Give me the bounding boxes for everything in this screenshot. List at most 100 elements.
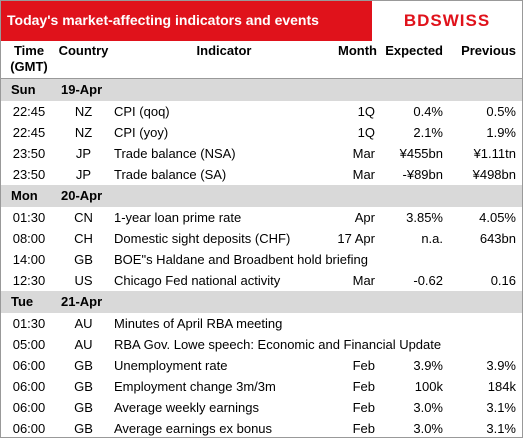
- cell: 23:50: [12, 167, 46, 182]
- cell: 0.4%: [413, 104, 443, 119]
- cell: NZ: [74, 104, 93, 119]
- cell: Trade balance (NSA): [114, 146, 236, 161]
- column-header: Time (GMT) Country Indicator Month Expected P…: [1, 41, 522, 79]
- cell: 1Q: [357, 125, 375, 140]
- cell: Minutes of April RBA meeting: [114, 316, 283, 331]
- cell: 0.5%: [486, 104, 516, 119]
- data-row: 06:00 GB Unemployment rate Feb 3.9% 3.9%: [1, 355, 522, 376]
- header-bar: Today's market-affecting indicators and …: [1, 1, 522, 41]
- cell: 23:50: [12, 146, 46, 161]
- cell: 3.0%: [413, 400, 443, 415]
- cell: CN: [74, 210, 93, 225]
- cell: -¥89bn: [402, 167, 443, 182]
- data-row: 22:45 NZ CPI (yoy) 1Q 2.1% 1.9%: [1, 122, 522, 143]
- cell: Mar: [352, 167, 375, 182]
- cell: Feb: [352, 358, 375, 373]
- cell: 3.1%: [486, 400, 516, 415]
- title: Today's market-affecting indicators and …: [7, 12, 319, 28]
- cell: 2.1%: [413, 125, 443, 140]
- cell: 22:45: [12, 125, 46, 140]
- date: 20-Apr: [61, 188, 103, 203]
- date: 21-Apr: [61, 294, 103, 309]
- data-row: 23:50 JP Trade balance (SA) Mar -¥89bn ¥498bn: [1, 164, 522, 185]
- cell: 3.1%: [486, 421, 516, 436]
- cell: Trade balance (SA): [114, 167, 227, 182]
- column-label: Time (GMT): [10, 43, 48, 74]
- column-label: Expected: [385, 43, 443, 58]
- cell: 05:00: [12, 337, 46, 352]
- cell: 06:00: [12, 358, 46, 373]
- data-row: 06:00 GB Average earnings ex bonus Feb 3.0% 3…: [1, 418, 522, 439]
- data-row: 12:30 US Chicago Fed national activity Mar -…: [1, 270, 522, 291]
- cell: JP: [75, 146, 92, 161]
- data-row: 08:00 CH Domestic sight deposits (CHF) 17 A…: [1, 228, 522, 249]
- cell: 01:30: [12, 210, 46, 225]
- logo: BDSWISS: [372, 1, 522, 41]
- cell: CPI (qoq): [114, 104, 170, 119]
- cell: Apr: [354, 210, 375, 225]
- cell: Employment change 3m/3m: [114, 379, 276, 394]
- data-row: 01:30 CN 1-year loan prime rate Apr 3.85% 4.0…: [1, 207, 522, 228]
- cell: 14:00: [12, 252, 46, 267]
- cell: 3.85%: [406, 210, 443, 225]
- cell: Average weekly earnings: [114, 400, 260, 415]
- cell: ¥455bn: [399, 146, 443, 161]
- data-row: 06:00 GB Average weekly earnings Feb 3.0% 3.1…: [1, 397, 522, 418]
- cell: GB: [74, 400, 93, 415]
- data-row: 01:30 AU Minutes of April RBA meeting: [1, 313, 522, 334]
- section-header: Tue 21-Apr: [1, 291, 522, 313]
- cell: Feb: [352, 379, 375, 394]
- cell: 3.9%: [413, 358, 443, 373]
- cell: 22:45: [12, 104, 46, 119]
- cell: 1.9%: [486, 125, 516, 140]
- column-label: Country: [58, 43, 109, 58]
- day: Mon: [11, 188, 38, 203]
- cell: 0.16: [490, 273, 516, 288]
- cell: 01:30: [12, 316, 46, 331]
- cell: 184k: [487, 379, 516, 394]
- cell: Feb: [352, 400, 375, 415]
- cell: 100k: [414, 379, 443, 394]
- column-label: Previous: [461, 43, 516, 58]
- cell: 06:00: [12, 379, 46, 394]
- cell: 08:00: [12, 231, 46, 246]
- cell: 06:00: [12, 400, 46, 415]
- cell: 3.9%: [486, 358, 516, 373]
- data-row: 14:00 GB BOE"s Haldane and Broadbent hold …: [1, 249, 522, 270]
- cell: 12:30: [12, 273, 46, 288]
- cell: Domestic sight deposits (CHF): [114, 231, 291, 246]
- day: Tue: [11, 294, 34, 309]
- cell: 643bn: [479, 231, 516, 246]
- cell: -0.62: [413, 273, 443, 288]
- cell: RBA Gov. Lowe speech: Economic and Finan…: [114, 337, 442, 352]
- day: Sun: [11, 82, 36, 97]
- cell: ¥498bn: [472, 167, 516, 182]
- section-header: Mon 20-Apr: [1, 185, 522, 207]
- cell: Mar: [352, 146, 375, 161]
- cell: NZ: [74, 125, 93, 140]
- cell: GB: [74, 358, 93, 373]
- cell: GB: [74, 379, 93, 394]
- data-row: 22:45 NZ CPI (qoq) 1Q 0.4% 0.5%: [1, 101, 522, 122]
- cell: 1Q: [357, 104, 375, 119]
- cell: 3.0%: [413, 421, 443, 436]
- column-label: Indicator: [196, 43, 252, 58]
- cell: BOE"s Haldane and Broadbent hold briefin…: [114, 252, 368, 267]
- cell: CPI (yoy): [114, 125, 169, 140]
- cell: Average earnings ex bonus: [114, 421, 273, 436]
- cell: US: [74, 273, 93, 288]
- cell: Feb: [352, 421, 375, 436]
- date: 19-Apr: [61, 82, 103, 97]
- section-header: Sun 19-Apr: [1, 79, 522, 101]
- cell: JP: [75, 167, 92, 182]
- column-label: Month: [338, 43, 377, 58]
- data-row: 23:50 JP Trade balance (NSA) Mar ¥455bn ¥1.11…: [1, 143, 522, 164]
- cell: 06:00: [12, 421, 46, 436]
- cell: AU: [74, 337, 93, 352]
- data-row: 06:00 GB Employment change 3m/3m Feb 100k 184…: [1, 376, 522, 397]
- cell: Mar: [352, 273, 375, 288]
- cell: 1-year loan prime rate: [114, 210, 242, 225]
- cell: n.a.: [421, 231, 443, 246]
- cell: AU: [74, 316, 93, 331]
